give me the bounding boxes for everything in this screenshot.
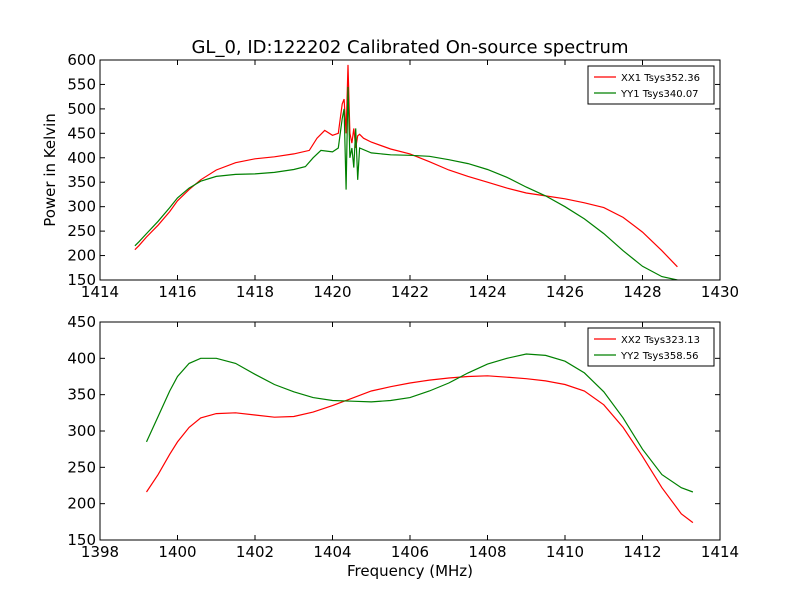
y-tick-label: 450	[67, 124, 96, 142]
x-tick-label: 1408	[468, 543, 506, 561]
legend-entry: XX1 Tsys352.36	[621, 73, 700, 84]
x-tick-label: 1418	[236, 283, 274, 301]
y-tick-label: 350	[67, 386, 96, 404]
x-axis-label: Frequency (MHz)	[347, 562, 473, 580]
legend-box	[587, 327, 715, 367]
y-tick-label: 250	[67, 458, 96, 476]
x-tick-label: 1430	[701, 283, 739, 301]
y-tick-label: 600	[67, 51, 96, 69]
y-tick-label: 150	[67, 531, 96, 549]
x-tick-label: 1410	[546, 543, 584, 561]
y-axis-label: Power in Kelvin	[41, 113, 59, 227]
legend-entry: YY2 Tsys358.56	[620, 351, 699, 362]
y-tick-label: 400	[67, 349, 96, 367]
x-tick-label: 1402	[236, 543, 274, 561]
legend: XX1 Tsys352.36 YY1 Tsys340.07	[587, 65, 715, 105]
bottom-plot: 1398 1400 1402 1404 1406 1408 1410 1412 1414 150 2…	[67, 313, 739, 580]
x-tick-label: 1422	[391, 283, 429, 301]
series-line-xx1-tsys352-36	[134, 64, 678, 268]
x-tick-label: 1398	[81, 543, 119, 561]
series-line-xx2-tsys323-13	[146, 375, 694, 524]
x-tick-label: 1426	[546, 283, 584, 301]
x-tick-label: 1428	[623, 283, 661, 301]
x-tick-label: 1404	[313, 543, 351, 561]
y-tick-label: 150	[67, 271, 96, 289]
x-tick-label: 1412	[623, 543, 661, 561]
legend-entry: YY1 Tsys340.07	[620, 89, 699, 100]
series-line-yy2-tsys358-56	[145, 353, 694, 493]
y-tick-label: 200	[67, 247, 96, 265]
y-tick-label: 550	[67, 75, 96, 93]
legend: XX2 Tsys323.13 YY2 Tsys358.56	[587, 327, 715, 367]
series-line-yy1-tsys340-07	[134, 86, 678, 280]
y-tick-label: 300	[67, 422, 96, 440]
legend-entry: XX2 Tsys323.13	[621, 335, 700, 346]
x-tick-label: 1400	[158, 543, 196, 561]
x-tick-label: 1414	[81, 283, 119, 301]
y-tick-label: 200	[67, 495, 96, 513]
figure-title: GL_0, ID:122202 Calibrated On-source spe…	[191, 37, 628, 58]
x-tick-label: 1406	[391, 543, 429, 561]
y-tick-label: 450	[67, 313, 96, 331]
y-tick-label: 350	[67, 173, 96, 191]
top-plot: 1414 1416 1418 1420 1422 1424 1426 1428 1430 150 2…	[41, 51, 739, 301]
y-tick-label: 400	[67, 149, 96, 167]
y-tick-label: 500	[67, 100, 96, 118]
legend-box	[587, 65, 715, 105]
y-tick-label: 250	[67, 222, 96, 240]
x-tick-label: 1424	[468, 283, 506, 301]
y-tick-label: 300	[67, 198, 96, 216]
x-tick-label: 1420	[313, 283, 351, 301]
x-tick-label: 1416	[158, 283, 196, 301]
x-tick-label: 1414	[701, 543, 739, 561]
